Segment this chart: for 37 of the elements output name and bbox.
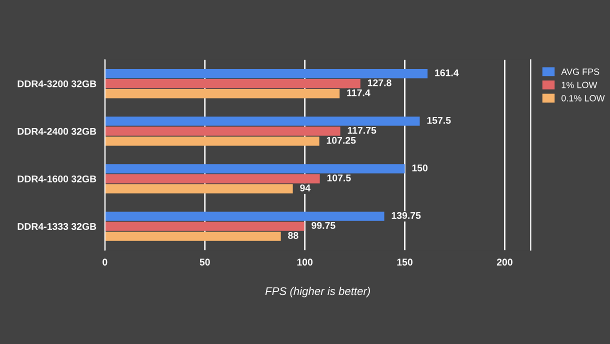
data-label: 157.5 — [427, 117, 451, 124]
data-label: 150 — [412, 164, 428, 172]
bar — [104, 126, 340, 136]
bar — [104, 174, 320, 184]
legend-label: 0.1% LOW — [561, 95, 605, 102]
bar — [104, 164, 405, 174]
y-tick-label: DDR4-3200 32GB — [18, 80, 96, 88]
bar — [104, 89, 340, 98]
bar — [104, 69, 428, 78]
data-label: 107.25 — [326, 136, 356, 144]
data-label: 117.4 — [347, 89, 370, 96]
bar — [104, 116, 420, 126]
x-axis-title: FPS (higher is better) — [265, 286, 370, 298]
bar — [104, 79, 360, 88]
y-tick-label: DDR4-2400 32GB — [18, 128, 96, 135]
x-tick-label: 0 — [102, 258, 108, 266]
data-label: 99.75 — [312, 222, 336, 229]
data-label: 117.75 — [348, 127, 376, 134]
legend-label: 1% LOW — [562, 82, 598, 88]
data-label: 139.75 — [392, 212, 421, 219]
data-label: 107.5 — [327, 174, 351, 182]
bar — [104, 136, 320, 146]
data-label: 161.4 — [435, 69, 459, 76]
x-tick-label: 100 — [297, 258, 313, 266]
bar — [104, 212, 384, 221]
y-tick-label: DDR4-1333 32GB — [18, 223, 96, 230]
data-label: 88 — [288, 232, 298, 239]
bar — [104, 184, 293, 194]
x-tick-label: 150 — [397, 258, 412, 266]
x-tick-label: 200 — [496, 258, 512, 266]
x-tick-label: 50 — [200, 258, 210, 266]
bar — [104, 222, 304, 231]
y-tick-label: DDR4-1600 32GB — [18, 175, 96, 182]
data-label: 127.8 — [368, 79, 392, 86]
legend-label: AVG FPS — [561, 68, 600, 75]
data-label: 94 — [300, 184, 311, 192]
bar — [104, 232, 281, 241]
